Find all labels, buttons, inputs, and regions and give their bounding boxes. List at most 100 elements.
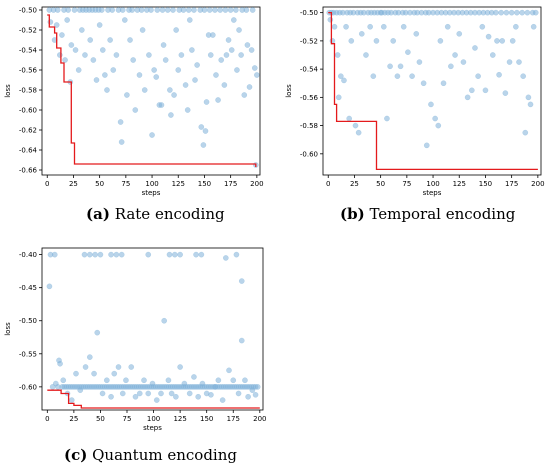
plot-frame [41, 247, 264, 411]
sample-point [435, 122, 442, 129]
sample-point [234, 67, 240, 73]
sample-point [248, 47, 255, 53]
x-tick-label: 100 [147, 415, 160, 423]
sample-point [47, 19, 54, 25]
x-tick-label: 100 [426, 180, 439, 188]
sample-point [148, 7, 154, 13]
sample-point [405, 49, 411, 55]
sample-point [149, 380, 156, 387]
sample-point [168, 112, 174, 118]
sample-point [348, 38, 355, 44]
sample-point [249, 7, 256, 13]
sample-point [82, 364, 89, 370]
sample-point [423, 142, 430, 149]
sample-point [212, 384, 218, 390]
sample-point [167, 87, 173, 93]
sample-point [238, 278, 245, 284]
x-tick-label: 75 [123, 415, 132, 423]
y-tick-label: -0.40 [19, 251, 37, 259]
sample-point [94, 329, 101, 336]
sample-point [241, 92, 248, 98]
sample-point [173, 393, 179, 400]
x-tick-label: 150 [479, 180, 492, 188]
sample-point [238, 52, 244, 58]
sample-point [92, 251, 98, 258]
x-tick-label: 0 [326, 180, 330, 188]
sample-point [225, 37, 232, 43]
caption-label: (a) [86, 205, 110, 223]
sample-point [448, 63, 454, 70]
sample-point [513, 23, 519, 30]
sample-point [230, 17, 237, 23]
sample-point [158, 102, 165, 108]
sample-point [233, 7, 239, 13]
sample-point [243, 7, 250, 13]
sample-point [226, 367, 232, 374]
panel-temporal-encoding: 0 25 50 75 100 125 150 175 200 -0.50 -0.52 -0.54 -0.… [285, 6, 545, 197]
sample-point [110, 67, 117, 73]
x-tick-label: 50 [95, 180, 104, 188]
sample-point [525, 94, 532, 101]
sample-point [87, 354, 93, 360]
caption-label: (c) [64, 446, 88, 464]
x-tick-label: 50 [376, 180, 385, 188]
sample-point [367, 23, 373, 30]
sample-point [136, 72, 143, 78]
sample-point [244, 42, 251, 48]
y-tick-label: -0.62 [19, 127, 37, 135]
sample-point [153, 74, 160, 80]
sample-point [245, 393, 251, 400]
sample-point [472, 45, 478, 51]
x-tick-label: 150 [200, 415, 213, 423]
y-tick-label: -0.52 [300, 37, 318, 45]
sample-point [178, 52, 185, 58]
sample-point [499, 38, 506, 44]
y-tick-label: -0.50 [19, 7, 37, 15]
sample-point [254, 384, 261, 390]
sample-point [329, 38, 336, 44]
sample-point [493, 9, 499, 16]
caption-quantum-encoding: (c) Quantum encoding [64, 446, 237, 464]
sample-point [217, 7, 223, 13]
sample-point [154, 7, 161, 13]
sample-point [117, 119, 124, 125]
sample-point [96, 22, 103, 28]
plot-frame [322, 6, 542, 176]
x-axis-label: steps [142, 189, 161, 197]
sample-point [166, 251, 173, 258]
y-tick-label: -0.45 [19, 284, 37, 292]
sample-point [370, 73, 377, 79]
sample-point [118, 139, 125, 145]
best-loss-line [47, 389, 260, 409]
sample-point [416, 59, 423, 65]
sample-point [177, 364, 183, 370]
sample-point [479, 23, 486, 30]
x-tick-label: 0 [45, 180, 49, 188]
y-tick-label: -0.60 [300, 150, 318, 158]
sample-point [123, 377, 129, 384]
sample-point [139, 27, 146, 33]
sample-point [57, 52, 63, 58]
y-tick-label: -0.50 [19, 317, 37, 325]
caption-rate-encoding: (a) Rate encoding [86, 205, 225, 223]
sample-point [203, 99, 210, 105]
sample-point [456, 31, 463, 37]
sample-point [77, 387, 84, 393]
x-tick-label: 200 [531, 180, 544, 188]
sample-point [520, 73, 526, 79]
sample-point [90, 57, 97, 63]
sample-point [219, 397, 226, 403]
sample-point [138, 7, 145, 13]
sample-point [207, 52, 214, 58]
sample-point [132, 107, 139, 113]
sample-point [527, 101, 534, 108]
sample-point [397, 63, 404, 70]
sample-point [206, 7, 213, 13]
sample-point [485, 33, 492, 40]
sample-point [82, 52, 88, 58]
sample-point [496, 71, 502, 78]
x-axis-label: steps [423, 189, 442, 197]
sample-point [158, 390, 164, 397]
sample-point [124, 92, 130, 98]
sample-point [145, 390, 152, 397]
